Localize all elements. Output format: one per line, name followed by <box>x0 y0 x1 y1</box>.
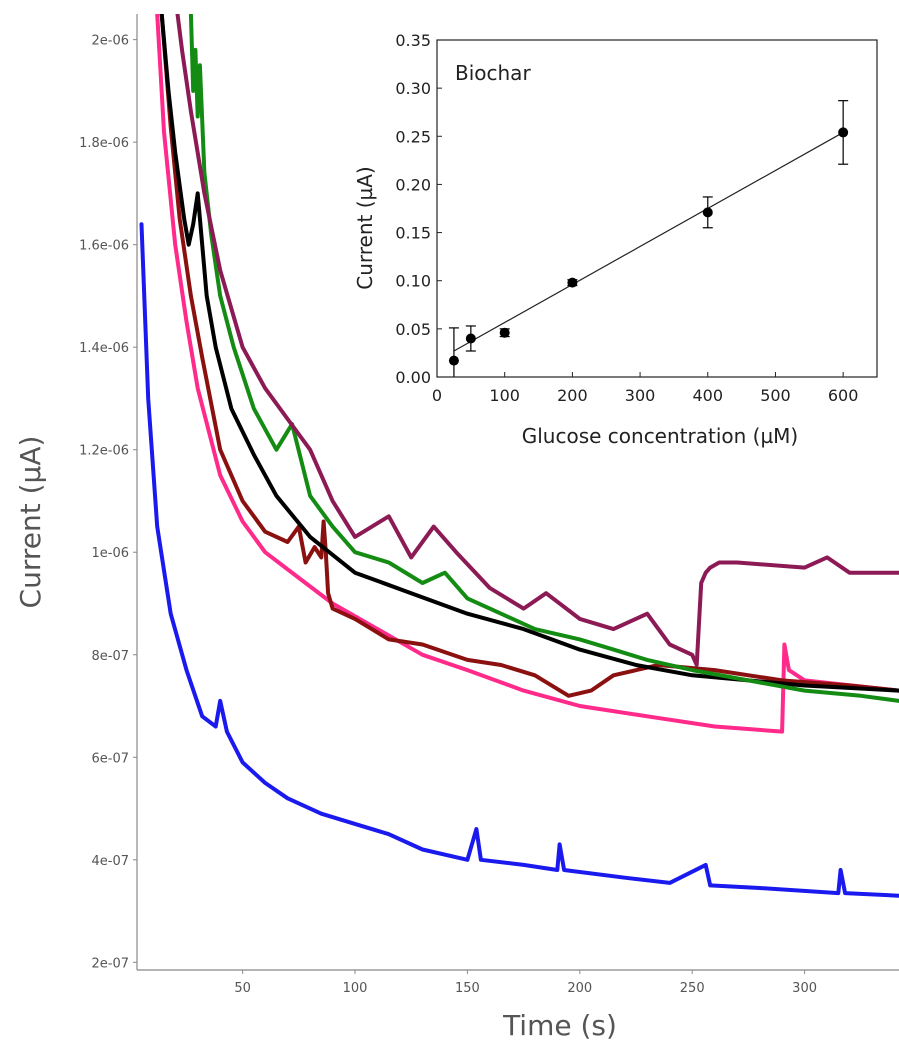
inset-frame <box>436 39 878 378</box>
inset-title: Biochar <box>455 61 531 85</box>
inset-x-axis-title: Glucose concentration (µM) <box>522 424 799 448</box>
main-y-tick-label: 2e-07 <box>91 956 129 971</box>
main-x-ticks: 50 100 150 200 250 300 <box>234 970 817 996</box>
inset-x-tick-label: 0 <box>432 386 442 405</box>
inset-data-point <box>448 355 459 366</box>
main-series-line-4 <box>159 14 899 693</box>
main-y-tick-label: 1e-06 <box>91 546 129 561</box>
main-chart: 2e-07 4e-07 6e-07 8e-07 1e-06 1.2e-06 1.4e-06 1… <box>14 14 899 1041</box>
main-y-tick-label: 1.2e-06 <box>79 444 129 459</box>
main-x-tick-label: 100 <box>343 981 368 996</box>
inset-x-tick-label: 400 <box>692 386 723 405</box>
inset-data-point <box>499 327 510 338</box>
main-series-group <box>139 14 899 898</box>
inset-data-point <box>702 207 713 218</box>
inset-data-point <box>567 277 578 288</box>
main-series-line-6 <box>175 14 899 667</box>
inset-y-tick-label: 0.00 <box>395 368 431 387</box>
main-y-ticks: 2e-07 4e-07 6e-07 8e-07 1e-06 1.2e-06 1.4e-06 1… <box>79 34 137 971</box>
main-y-tick-label: 2e-06 <box>91 34 129 49</box>
inset-y-tick-label: 0.30 <box>395 79 431 98</box>
main-series-line-5 <box>188 14 899 703</box>
inset-y-tick-label: 0.10 <box>395 272 431 291</box>
main-series-line-3 <box>159 14 899 698</box>
inset-y-tick-label: 0.35 <box>395 31 431 50</box>
inset-points-group <box>448 100 849 377</box>
inset-y-ticks: 0.00 0.05 0.10 0.15 0.20 0.25 0.30 0.35 <box>395 31 442 387</box>
inset-y-tick-label: 0.15 <box>395 224 431 243</box>
inset-x-tick-label: 200 <box>557 386 588 405</box>
main-y-axis-title: Current (µA) <box>14 436 47 609</box>
inset-x-tick-label: 600 <box>828 386 859 405</box>
inset-y-tick-label: 0.25 <box>395 127 431 146</box>
inset-x-ticks: 0 100 200 300 400 500 600 <box>432 372 859 405</box>
main-x-tick-label: 150 <box>455 981 480 996</box>
inset-data-point <box>465 333 476 344</box>
main-y-tick-label: 1.6e-06 <box>79 239 129 254</box>
inset-fit-line <box>453 131 844 352</box>
inset-fit-group <box>453 131 844 352</box>
inset-x-tick-label: 100 <box>489 386 520 405</box>
inset-x-tick-label: 300 <box>625 386 656 405</box>
main-x-tick-label: 300 <box>792 981 817 996</box>
main-x-tick-label: 200 <box>567 981 592 996</box>
inset-chart: 0.00 0.05 0.10 0.15 0.20 0.25 0.30 0.35 0 100 200… <box>353 31 878 448</box>
main-x-tick-label: 250 <box>680 981 705 996</box>
inset-y-tick-label: 0.20 <box>395 175 431 194</box>
main-y-tick-label: 1.8e-06 <box>79 136 129 151</box>
inset-y-axis-title: Current (µA) <box>353 166 377 290</box>
inset-data-point <box>838 127 849 138</box>
main-x-tick-label: 50 <box>234 981 251 996</box>
main-x-axis-title: Time (s) <box>502 1009 617 1041</box>
inset-y-tick-label: 0.05 <box>395 320 431 339</box>
main-y-tick-label: 8e-07 <box>91 649 129 664</box>
main-y-tick-label: 4e-07 <box>91 854 129 869</box>
main-y-tick-label: 1.4e-06 <box>79 341 129 356</box>
main-series-line-1 <box>139 222 899 898</box>
inset-background <box>437 40 877 377</box>
main-y-tick-label: 6e-07 <box>91 751 129 766</box>
inset-x-tick-label: 500 <box>760 386 791 405</box>
